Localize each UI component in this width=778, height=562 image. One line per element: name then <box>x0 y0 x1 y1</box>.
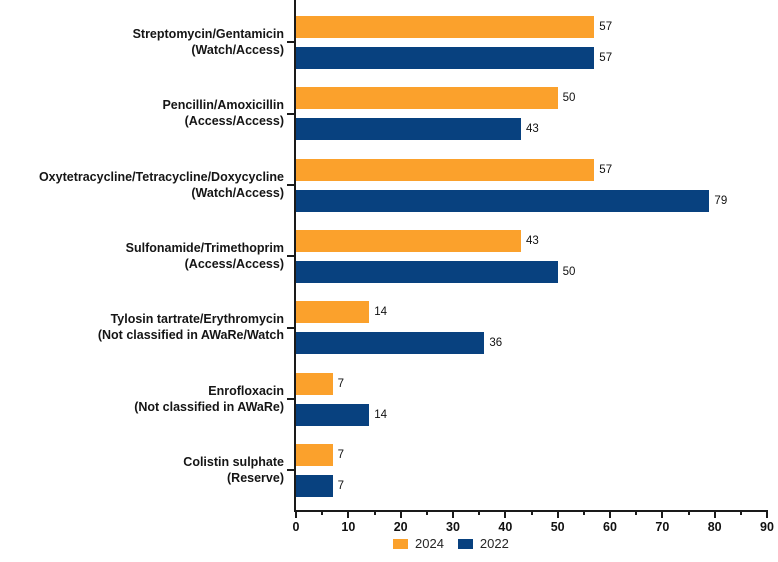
category-label: Sulfonamide/Trimethoprim (Access/Access) <box>0 240 284 272</box>
x-axis-minor-tick <box>530 510 533 515</box>
x-axis-minor-tick <box>373 510 376 515</box>
category-aware-class: (Access/Access) <box>184 256 284 271</box>
bar-value-label: 57 <box>599 163 613 176</box>
x-axis-tick-label: 90 <box>760 520 774 534</box>
bar-2022 <box>296 260 558 283</box>
category-aware-class: (Not classified in AWaRe/Watch <box>97 328 284 343</box>
bar-value-label: 7 <box>337 377 345 390</box>
bar-value-label: 14 <box>374 306 388 319</box>
x-axis-major-tick <box>347 510 350 518</box>
bar-value-label: 7 <box>337 448 345 461</box>
category-name: Streptomycin/Gentamicin <box>132 26 284 41</box>
x-axis-minor-tick <box>582 510 585 515</box>
x-axis-minor-tick <box>635 510 638 515</box>
bar-2024 <box>296 229 522 252</box>
category-aware-class: (Reserve) <box>227 470 284 485</box>
bar-2024 <box>296 87 558 110</box>
legend-swatch-2024 <box>393 539 408 549</box>
y-axis-category-tick <box>287 184 295 186</box>
category-label: Colistin sulphate (Reserve) <box>0 454 284 486</box>
category-name: Oxytetracycline/Tetracycline/Doxycycline <box>38 169 284 184</box>
y-axis-category-tick <box>287 41 295 44</box>
bar-value-label: 43 <box>526 123 539 136</box>
x-axis-tick-label: 70 <box>655 520 670 534</box>
bar-2022 <box>296 46 595 69</box>
x-axis-minor-tick <box>478 510 481 515</box>
bar-2024 <box>296 301 370 324</box>
x-axis-tick-label: 10 <box>341 520 356 534</box>
x-axis-major-tick <box>295 510 297 518</box>
bar-value-label: 57 <box>599 20 613 33</box>
x-axis-minor-tick <box>321 510 324 515</box>
bar-2024 <box>296 158 595 181</box>
category-label: Tylosin tartrate/Erythromycin (Not classi… <box>0 311 284 343</box>
category-label: Streptomycin/Gentamicin (Watch/Access) <box>0 26 284 58</box>
category-name: Sulfonamide/Trimethoprim <box>125 240 284 255</box>
category-aware-class: (Not classified in AWaRe) <box>134 399 284 414</box>
bar-value-label: 36 <box>489 337 503 350</box>
x-axis-tick-label: 0 <box>292 520 300 534</box>
x-axis-major-tick <box>661 510 664 518</box>
x-axis-tick-label: 20 <box>393 520 408 534</box>
bar-2024 <box>296 15 595 38</box>
legend-swatch-2022 <box>457 539 473 549</box>
x-axis-tick-label: 50 <box>550 520 565 534</box>
x-axis <box>294 510 768 512</box>
legend-label-2022: 2022 <box>479 536 509 551</box>
category-name: Tylosin tartrate/Erythromycin <box>110 312 284 327</box>
y-axis <box>294 0 296 512</box>
bar-value-label: 50 <box>562 265 576 278</box>
bar-value-label: 7 <box>337 479 345 492</box>
x-axis-tick-label: 80 <box>707 520 722 534</box>
y-axis-category-tick <box>287 326 295 329</box>
bar-value-label: 43 <box>526 234 539 247</box>
x-axis-major-tick <box>399 510 402 518</box>
bar-2022 <box>296 332 485 355</box>
bar-2024 <box>296 372 333 395</box>
category-name: Pencillin/Amoxicillin <box>162 98 284 113</box>
bar-value-label: 14 <box>374 408 388 421</box>
category-aware-class: (Watch/Access) <box>191 185 284 200</box>
x-axis-minor-tick <box>739 510 742 515</box>
bar-value-label: 57 <box>599 51 613 64</box>
bar-2024 <box>296 443 333 466</box>
x-axis-tick-label: 30 <box>446 520 460 534</box>
x-axis-major-tick <box>504 510 507 518</box>
bar-value-label: 50 <box>562 92 576 105</box>
x-axis-major-tick <box>766 510 768 518</box>
x-axis-major-tick <box>556 510 559 518</box>
y-axis-category-tick <box>287 255 295 258</box>
category-label: Enrofloxacin (Not classified in AWaRe) <box>0 383 284 415</box>
x-axis-major-tick <box>713 510 716 518</box>
bar-2022 <box>296 403 370 426</box>
category-name: Colistin sulphate <box>183 454 284 469</box>
bar-2022 <box>296 118 522 141</box>
x-axis-minor-tick <box>425 510 428 515</box>
x-axis-major-tick <box>609 510 611 518</box>
bar-value-label: 79 <box>714 194 728 207</box>
legend-item-2024: 2024 <box>393 537 444 551</box>
legend-label-2024: 2024 <box>415 536 444 551</box>
x-axis-minor-tick <box>687 510 690 515</box>
category-label: Pencillin/Amoxicillin (Access/Access) <box>0 97 284 129</box>
category-label: Oxytetracycline/Tetracycline/Doxycycline… <box>0 169 284 201</box>
x-axis-major-tick <box>452 510 454 518</box>
bar-2022 <box>296 474 333 497</box>
x-axis-tick-label: 40 <box>498 520 513 534</box>
y-axis-category-tick <box>287 112 295 115</box>
bar-2022 <box>296 189 710 212</box>
category-aware-class: (Access/Access) <box>184 114 284 129</box>
category-aware-class: (Watch/Access) <box>191 42 284 57</box>
y-axis-category-tick <box>287 398 295 401</box>
legend-item-2022: 2022 <box>457 536 509 551</box>
x-axis-tick-label: 60 <box>603 520 617 534</box>
y-axis-category-tick <box>287 469 295 472</box>
legend: 2024 2022 <box>393 537 509 551</box>
category-name: Enrofloxacin <box>208 383 284 398</box>
